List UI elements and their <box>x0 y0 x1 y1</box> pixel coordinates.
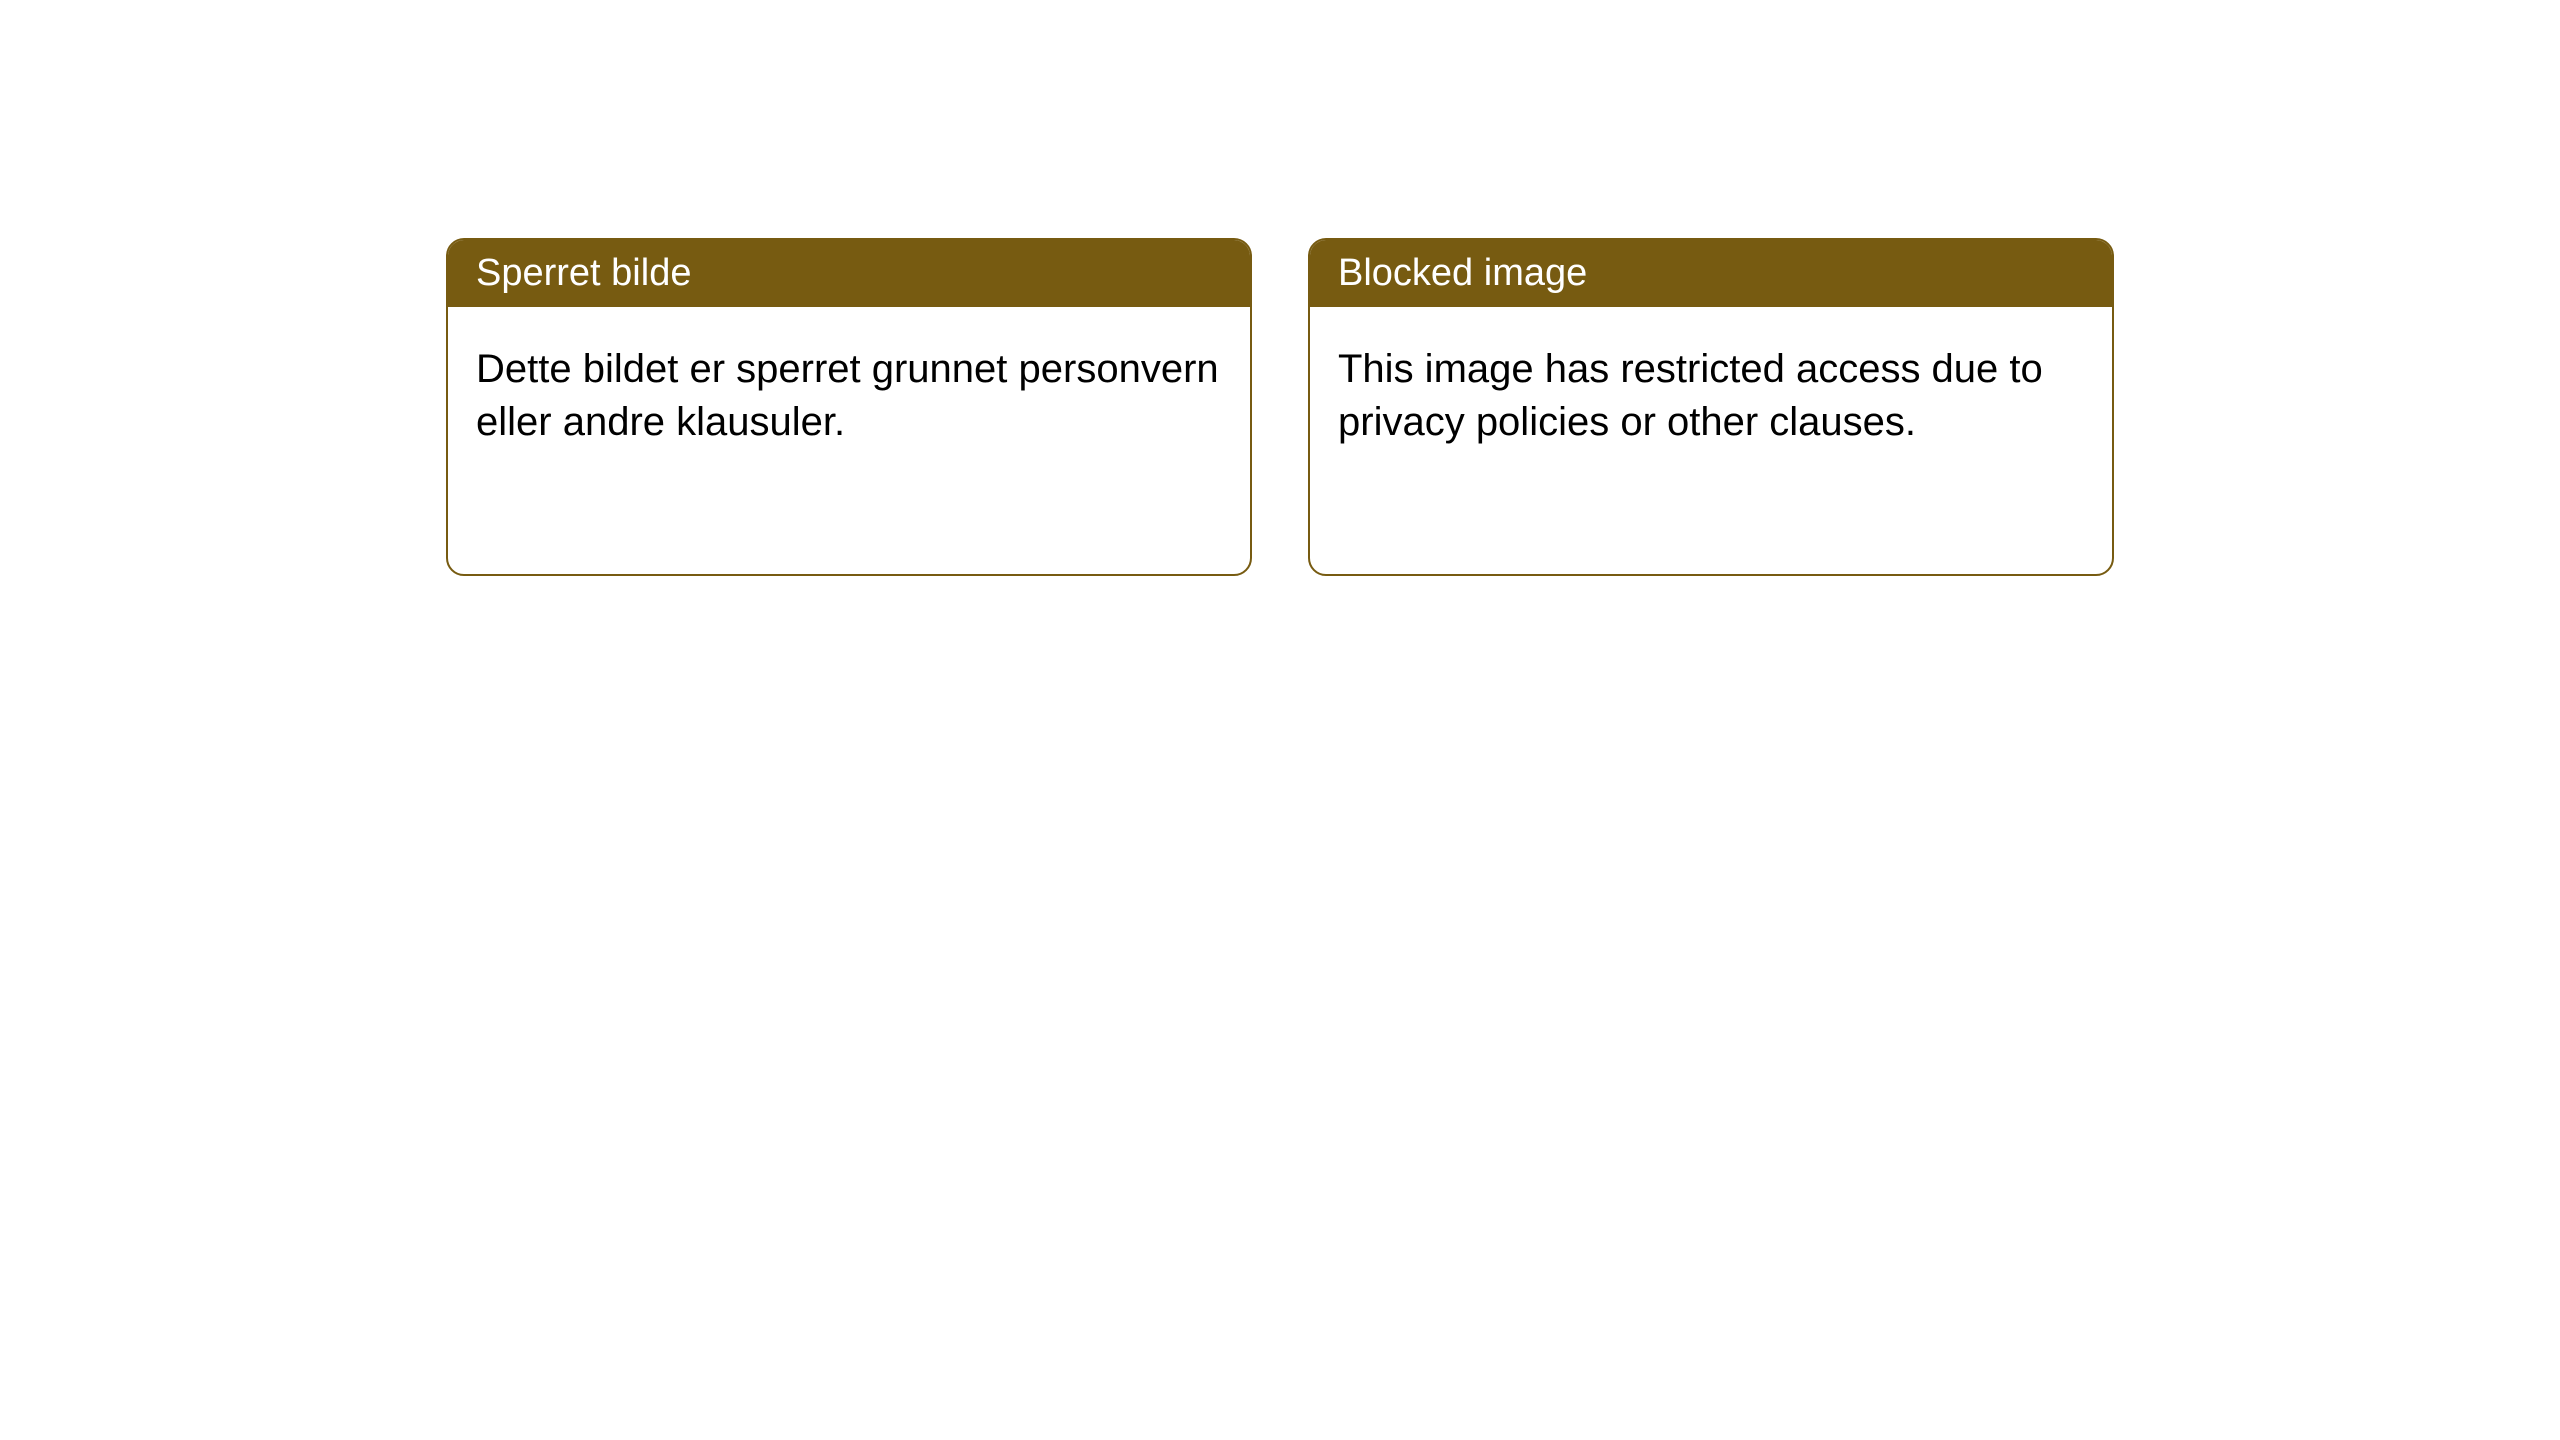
notice-header-norwegian: Sperret bilde <box>448 240 1250 307</box>
notice-box-norwegian: Sperret bilde Dette bildet er sperret gr… <box>446 238 1252 576</box>
notice-body-english: This image has restricted access due to … <box>1310 307 2112 485</box>
notice-box-english: Blocked image This image has restricted … <box>1308 238 2114 576</box>
notice-container: Sperret bilde Dette bildet er sperret gr… <box>0 0 2560 576</box>
notice-body-norwegian: Dette bildet er sperret grunnet personve… <box>448 307 1250 485</box>
notice-header-english: Blocked image <box>1310 240 2112 307</box>
